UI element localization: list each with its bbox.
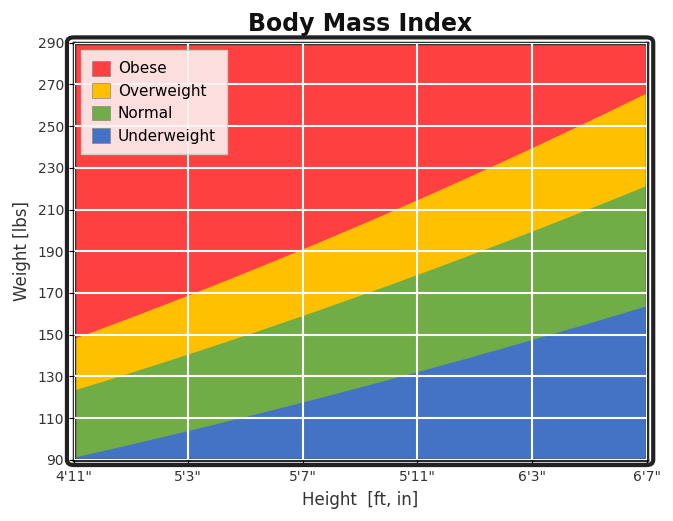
Legend: Obese, Overweight, Normal, Underweight: Obese, Overweight, Normal, Underweight	[81, 50, 227, 154]
Y-axis label: Weight [lbs]: Weight [lbs]	[13, 201, 30, 301]
Title: Body Mass Index: Body Mass Index	[248, 13, 472, 36]
X-axis label: Height  [ft, in]: Height [ft, in]	[302, 490, 418, 508]
